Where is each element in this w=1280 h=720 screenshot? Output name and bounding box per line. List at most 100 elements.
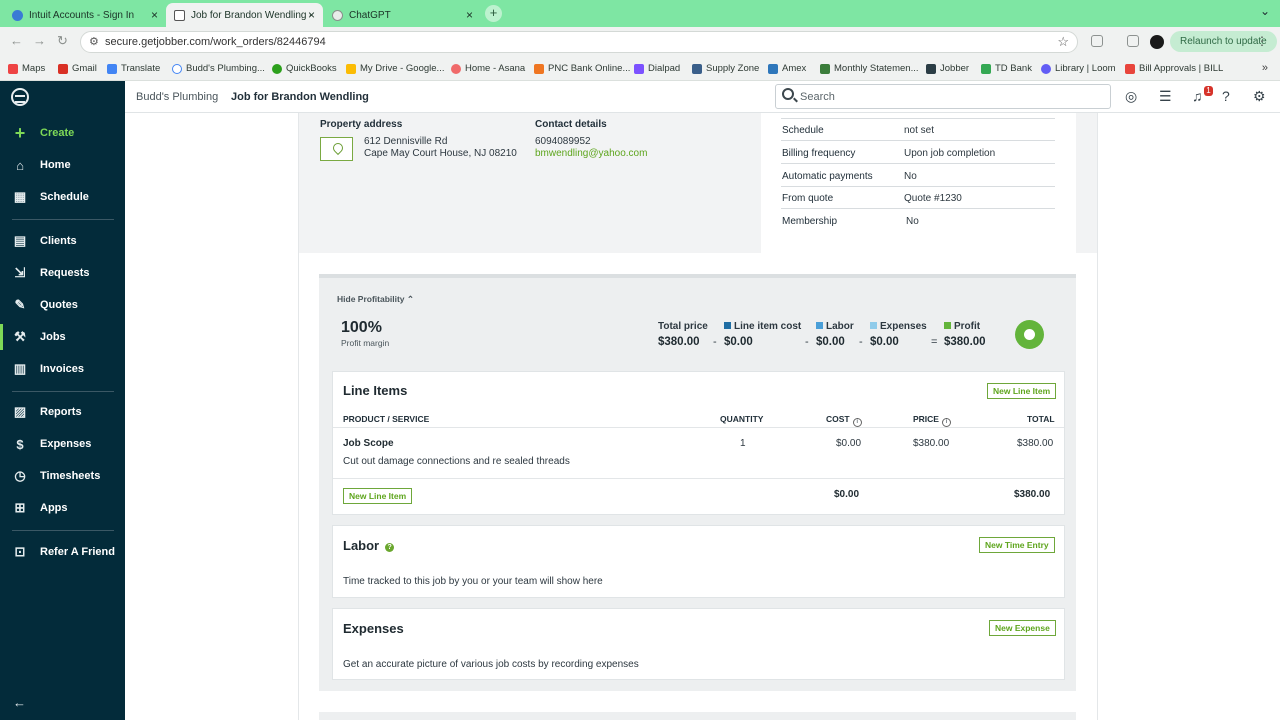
bookmark-monthly-statements[interactable]: Monthly Statemen... bbox=[820, 63, 918, 74]
sidebar-item-reports[interactable]: ▨ Reports bbox=[13, 404, 82, 419]
relaunch-button[interactable]: Relaunch to update bbox=[1170, 31, 1277, 52]
bell-icon[interactable]: ♫ bbox=[1192, 88, 1203, 104]
map-pin-icon[interactable] bbox=[320, 137, 353, 161]
bookmark-dialpad[interactable]: Dialpad bbox=[634, 63, 680, 74]
new-tab-button[interactable]: + bbox=[485, 5, 502, 22]
bookmark-gmail[interactable]: Gmail bbox=[58, 63, 97, 74]
profit-margin-label: Profit margin bbox=[341, 338, 390, 348]
sidebar-divider bbox=[12, 391, 114, 392]
search-input[interactable]: Search bbox=[775, 84, 1111, 109]
pnc-icon bbox=[534, 63, 544, 74]
bookmark-asana[interactable]: Home - Asana bbox=[451, 63, 525, 74]
sidebar-item-invoices[interactable]: ▥ Invoices bbox=[13, 361, 85, 376]
browser-tab-intuit[interactable]: Intuit Accounts - Sign In × bbox=[4, 3, 166, 27]
info-icon[interactable]: i bbox=[852, 418, 862, 427]
sidebar-item-jobs[interactable]: ⚒ Jobs bbox=[0, 322, 125, 352]
amex-icon bbox=[768, 63, 778, 74]
divider bbox=[333, 478, 1064, 479]
tab-search-icon[interactable]: ⌄ bbox=[1259, 4, 1270, 18]
metric-expenses: Expenses $0.00 bbox=[870, 321, 927, 348]
address-line-2: Cape May Court House, NJ 08210 bbox=[364, 148, 517, 159]
details-row-from-quote: From quote Quote #1230 bbox=[781, 187, 1055, 209]
bookmark-my-drive[interactable]: My Drive - Google... bbox=[346, 63, 444, 74]
profile-avatar[interactable] bbox=[1150, 35, 1164, 49]
bookmark-budds-plumbing[interactable]: Budd's Plumbing... bbox=[172, 63, 265, 74]
back-icon[interactable]: ← bbox=[10, 33, 23, 48]
apps-grid-icon: ⊞ bbox=[14, 500, 26, 515]
reload-icon[interactable]: ↻ bbox=[57, 33, 68, 48]
close-tab-icon[interactable]: × bbox=[307, 8, 315, 22]
site-info-icon[interactable]: ⚙ bbox=[89, 36, 99, 48]
side-panel-icon[interactable] bbox=[1127, 35, 1139, 47]
contact-phone[interactable]: 6094089952 bbox=[535, 136, 591, 147]
jobber-icon bbox=[926, 63, 936, 74]
bookmark-translate[interactable]: Translate bbox=[107, 63, 160, 74]
clients-icon: ▤ bbox=[13, 233, 27, 248]
info-icon[interactable]: i bbox=[941, 418, 951, 427]
sidebar-item-quotes[interactable]: ✎ Quotes bbox=[0, 290, 125, 320]
contact-email-link[interactable]: bmwendling@yahoo.com bbox=[535, 148, 648, 159]
browser-tab-chatgpt[interactable]: ChatGPT × bbox=[324, 3, 481, 27]
bookmark-star-icon[interactable]: ☆ bbox=[1057, 34, 1069, 49]
new-time-entry-button[interactable]: New Time Entry bbox=[979, 537, 1055, 553]
sidebar-item-create[interactable]: + Create bbox=[0, 118, 125, 148]
dollar-icon: $ bbox=[16, 436, 24, 452]
job-card bbox=[298, 113, 1098, 720]
bookmark-quickbooks[interactable]: QuickBooks bbox=[272, 63, 337, 74]
settings-gear-icon[interactable]: ⚙ bbox=[1253, 88, 1266, 104]
expenses-title: Expenses bbox=[343, 621, 404, 636]
drive-icon bbox=[346, 63, 356, 74]
sidebar-item-timesheets[interactable]: ◷ Timesheets bbox=[0, 461, 125, 491]
bookmark-amex[interactable]: Amex bbox=[768, 63, 806, 74]
bookmark-supply-zone[interactable]: Supply Zone bbox=[692, 63, 759, 74]
breadcrumb-company[interactable]: Budd's Plumbing bbox=[136, 91, 219, 103]
sidebar-item-home[interactable]: ⌂ Home bbox=[0, 150, 125, 180]
bookmark-jobber[interactable]: Jobber bbox=[926, 63, 969, 74]
sidebar-item-schedule[interactable]: ▦ Schedule bbox=[13, 189, 89, 204]
browser-tab-jobber[interactable]: Job for Brandon Wendling - × bbox=[166, 3, 323, 27]
collapse-sidebar-icon[interactable]: ← bbox=[13, 695, 26, 710]
minus-operator: - bbox=[713, 336, 717, 348]
sidebar-divider bbox=[12, 530, 114, 531]
forward-icon[interactable]: → bbox=[33, 33, 46, 48]
column-header-price: PRICE i bbox=[913, 414, 951, 427]
sidebar-item-requests[interactable]: ⇲ Requests bbox=[0, 258, 125, 288]
line-item-name-link[interactable]: Job Scope bbox=[343, 438, 394, 449]
profit-margin-value: 100% bbox=[341, 319, 382, 336]
extensions-icon[interactable] bbox=[1091, 35, 1103, 47]
bookmark-bill[interactable]: Bill Approvals | BILL bbox=[1125, 63, 1223, 74]
browser-menu-icon[interactable]: ⋮ bbox=[1256, 34, 1268, 48]
close-tab-icon[interactable]: × bbox=[150, 8, 158, 22]
messages-icon[interactable]: ☰ bbox=[1159, 88, 1172, 104]
sidebar-item-clients[interactable]: ▤ Clients bbox=[13, 233, 77, 248]
details-row-schedule: Schedule not set bbox=[781, 119, 1055, 141]
labor-empty-text: Time tracked to this job by you or your … bbox=[343, 576, 603, 587]
new-expense-button[interactable]: New Expense bbox=[989, 620, 1056, 636]
chevron-up-icon: ⌃ bbox=[406, 294, 415, 304]
hide-profitability-toggle[interactable]: Hide Profitability ⌃ bbox=[337, 294, 415, 304]
help-icon[interactable]: ? bbox=[385, 543, 395, 552]
bookmark-maps[interactable]: Maps bbox=[8, 63, 45, 74]
job-details-panel bbox=[761, 113, 1076, 253]
assistant-icon[interactable]: ◎ bbox=[1125, 88, 1138, 104]
sidebar-item-expenses[interactable]: $ Expenses bbox=[0, 429, 125, 459]
jobber-logo-icon[interactable] bbox=[11, 88, 29, 106]
line-item-total: $380.00 bbox=[1017, 438, 1054, 449]
close-tab-icon[interactable]: × bbox=[465, 8, 473, 22]
line-items-panel: Line Items New Line Item PRODUCT / SERVI… bbox=[332, 371, 1065, 515]
line-item-cost: $0.00 bbox=[836, 438, 862, 449]
url-field[interactable]: ⚙ secure.getjobber.com/work_orders/82446… bbox=[80, 31, 1078, 53]
sidebar-item-refer-a-friend[interactable]: ⊡ Refer A Friend bbox=[0, 537, 125, 567]
quotes-icon: ✎ bbox=[14, 297, 26, 312]
quote-link[interactable]: Quote #1230 bbox=[904, 193, 962, 204]
bookmark-td-bank[interactable]: TD Bank bbox=[981, 63, 1032, 74]
help-icon[interactable]: ? bbox=[1222, 88, 1230, 104]
sidebar-item-apps[interactable]: ⊞ Apps bbox=[0, 493, 125, 523]
expenses-empty-text: Get an accurate picture of various job c… bbox=[343, 659, 639, 670]
bookmark-loom[interactable]: Library | Loom bbox=[1041, 63, 1116, 74]
bookmark-pnc-bank[interactable]: PNC Bank Online... bbox=[534, 63, 630, 74]
minus-operator: - bbox=[859, 336, 863, 348]
new-line-item-button[interactable]: New Line Item bbox=[987, 383, 1057, 399]
bookmarks-overflow-icon[interactable]: » bbox=[1261, 62, 1268, 74]
new-line-item-footer-button[interactable]: New Line Item bbox=[343, 488, 413, 504]
